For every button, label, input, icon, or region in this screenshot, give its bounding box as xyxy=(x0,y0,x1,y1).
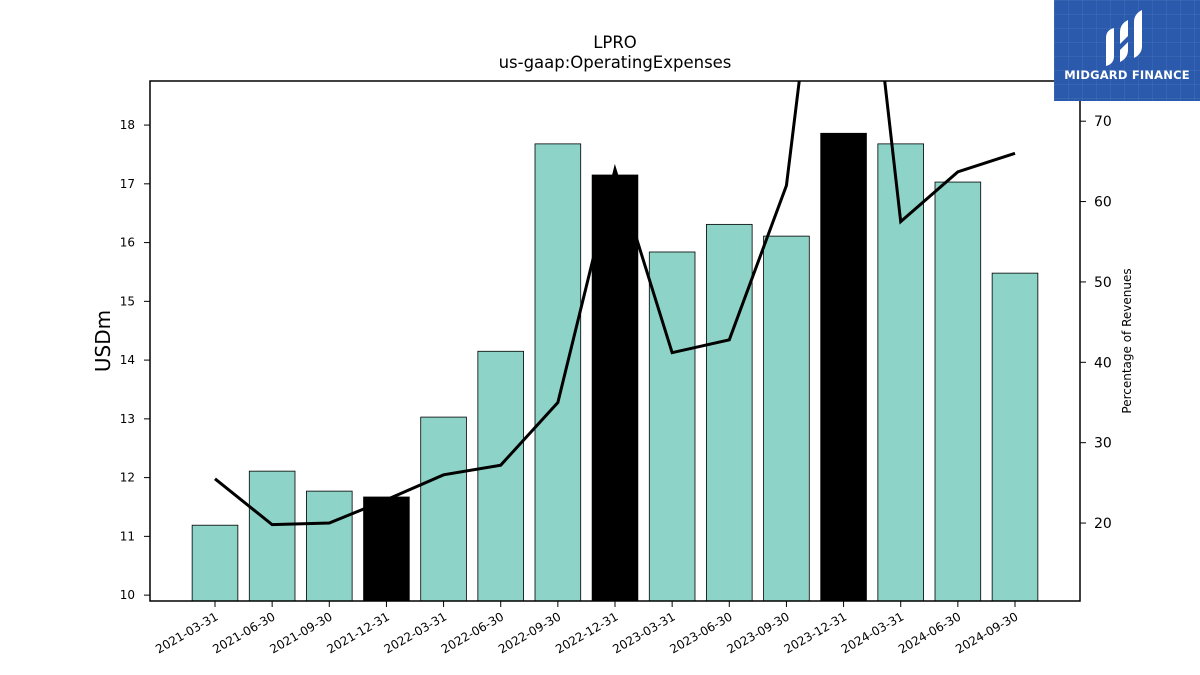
y-right-tick-label: 30 xyxy=(1094,436,1112,452)
bar-series xyxy=(191,132,1039,602)
brand-logo: MIDGARD FINANCE xyxy=(1054,0,1200,101)
y-tick-label: 10 xyxy=(120,588,135,602)
y-tick-label: 14 xyxy=(120,353,135,367)
y-tick-label: 13 xyxy=(120,412,135,426)
x-tick-label: 2023-09-30 xyxy=(725,609,792,656)
chart-subtitle: us-gaap:OperatingExpenses xyxy=(499,53,732,72)
x-tick-label: 2024-06-30 xyxy=(896,609,963,656)
y-tick-label: 12 xyxy=(120,471,135,485)
x-tick-label: 2021-06-30 xyxy=(210,609,277,656)
y-axis-right: 20 30 40 50 60 70 xyxy=(1080,114,1112,532)
x-tick-label: 2021-09-30 xyxy=(267,609,334,656)
x-tick-label: 2021-03-31 xyxy=(153,609,220,656)
x-tick-label: 2022-12-31 xyxy=(553,609,620,656)
y-right-tick-label: 50 xyxy=(1094,275,1112,291)
bar xyxy=(591,174,639,602)
logo-mark-icon xyxy=(1106,10,1142,66)
line-series xyxy=(214,81,1016,527)
x-axis: 2021-03-312021-06-302021-09-302021-12-31… xyxy=(153,601,1021,656)
x-tick-label: 2024-03-31 xyxy=(839,609,906,656)
y-tick-label: 16 xyxy=(120,236,135,250)
y-tick-label: 15 xyxy=(120,294,135,308)
x-tick-label: 2021-12-31 xyxy=(325,609,392,656)
bar xyxy=(534,143,582,602)
y-axis-left: 10 11 12 13 14 15 16 17 18 xyxy=(120,118,150,602)
logo-text: MIDGARD FINANCE xyxy=(1064,68,1190,82)
bar xyxy=(820,132,867,602)
y-axis-label-right: Percentage of Revenues xyxy=(1120,268,1134,413)
y-right-tick-label: 70 xyxy=(1094,114,1112,130)
y-tick-label: 18 xyxy=(120,118,135,132)
line-path xyxy=(214,81,1016,527)
y-tick-label: 17 xyxy=(120,177,135,191)
y-right-tick-label: 60 xyxy=(1094,195,1112,211)
bar xyxy=(763,235,810,602)
bar xyxy=(934,181,982,602)
x-tick-label: 2023-03-31 xyxy=(610,609,677,656)
x-tick-label: 2023-12-31 xyxy=(782,609,849,656)
y-axis-label: USDm xyxy=(91,310,115,372)
chart-title: LPRO xyxy=(593,33,637,52)
bar xyxy=(706,223,753,602)
bar xyxy=(420,416,467,602)
x-tick-label: 2024-09-30 xyxy=(953,609,1020,656)
y-right-tick-label: 20 xyxy=(1094,516,1112,532)
bar xyxy=(306,490,353,602)
x-tick-label: 2022-03-31 xyxy=(382,609,449,656)
x-tick-label: 2023-06-30 xyxy=(667,609,734,656)
x-tick-label: 2022-09-30 xyxy=(496,609,563,656)
bar xyxy=(648,251,696,602)
bar xyxy=(363,496,410,602)
bar xyxy=(248,470,296,602)
bar xyxy=(477,350,524,602)
bar xyxy=(191,524,239,602)
y-tick-label: 11 xyxy=(120,529,135,543)
bar xyxy=(991,272,1039,602)
x-tick-label: 2022-06-30 xyxy=(439,609,506,656)
y-right-tick-label: 40 xyxy=(1094,355,1112,371)
